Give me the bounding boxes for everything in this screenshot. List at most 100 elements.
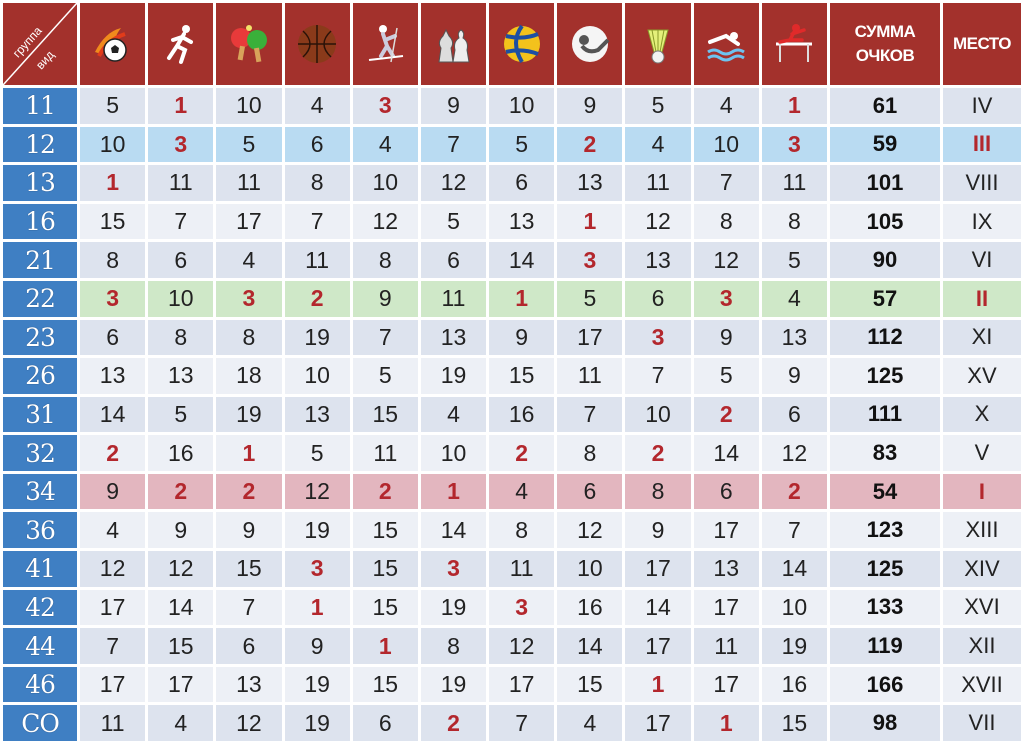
score-cell: 16 xyxy=(148,435,214,471)
corner-header: группа вид xyxy=(3,3,77,85)
sum-cell: 111 xyxy=(829,396,940,433)
score-cell: 19 xyxy=(284,319,350,356)
score-cell: 15 xyxy=(216,551,282,587)
score-cell: 19 xyxy=(420,358,487,394)
score-cell: 8 xyxy=(148,319,214,356)
score-cell: 9 xyxy=(216,512,282,549)
sum-cell: 98 xyxy=(829,705,940,741)
score-cell: 15 xyxy=(80,203,146,240)
score-cell: 6 xyxy=(216,628,282,664)
score-cell: 6 xyxy=(625,280,691,317)
hurdles-icon xyxy=(761,3,827,85)
score-cell: 2 xyxy=(148,473,214,510)
score-cell: 13 xyxy=(148,358,214,394)
place-cell: XVII xyxy=(942,666,1021,703)
score-cell: 7 xyxy=(284,203,350,240)
chess-icon xyxy=(420,3,487,85)
score-cell: 17 xyxy=(489,666,555,703)
place-cell: IX xyxy=(942,203,1021,240)
score-cell: 14 xyxy=(80,396,146,433)
score-cell: 15 xyxy=(352,589,418,626)
score-cell: 5 xyxy=(148,396,214,433)
group-label: 36 xyxy=(3,512,77,549)
score-cell: 19 xyxy=(420,666,487,703)
badminton-icon xyxy=(625,3,691,85)
score-cell: 13 xyxy=(625,242,691,278)
score-cell: 4 xyxy=(148,705,214,741)
score-cell: 13 xyxy=(557,165,623,201)
score-cell: 16 xyxy=(489,396,555,433)
running-icon xyxy=(148,3,214,85)
sum-cell: 83 xyxy=(829,435,940,471)
score-cell: 8 xyxy=(420,628,487,664)
sum-cell: 125 xyxy=(829,551,940,587)
score-cell: 9 xyxy=(693,319,759,356)
group-label: 26 xyxy=(3,358,77,394)
score-cell: 5 xyxy=(557,280,623,317)
score-cell: 3 xyxy=(216,280,282,317)
score-cell: 15 xyxy=(557,666,623,703)
score-cell: 19 xyxy=(284,705,350,741)
score-cell: 5 xyxy=(489,126,555,163)
group-label: 44 xyxy=(3,628,77,664)
table-tennis-icon xyxy=(216,3,282,85)
score-cell: 12 xyxy=(352,203,418,240)
score-cell: 3 xyxy=(148,126,214,163)
score-cell: 8 xyxy=(625,473,691,510)
score-cell: 7 xyxy=(148,203,214,240)
score-cell: 15 xyxy=(489,358,555,394)
score-cell: 1 xyxy=(625,666,691,703)
score-cell: 7 xyxy=(420,126,487,163)
sum-cell: 57 xyxy=(829,280,940,317)
place-cell: I xyxy=(942,473,1021,510)
place-cell: XIII xyxy=(942,512,1021,549)
score-cell: 17 xyxy=(693,589,759,626)
score-cell: 13 xyxy=(761,319,827,356)
score-cell: 2 xyxy=(761,473,827,510)
skiing-icon xyxy=(352,3,418,85)
sum-cell: 133 xyxy=(829,589,940,626)
sum-cell: 54 xyxy=(829,473,940,510)
place-cell: IV xyxy=(942,88,1021,124)
score-cell: 15 xyxy=(148,628,214,664)
score-cell: 3 xyxy=(352,88,418,124)
score-cell: 9 xyxy=(625,512,691,549)
group-label: 16 xyxy=(3,203,77,240)
score-cell: 19 xyxy=(761,628,827,664)
score-cell: 12 xyxy=(557,512,623,549)
score-cell: 11 xyxy=(489,551,555,587)
score-cell: 13 xyxy=(284,396,350,433)
score-cell: 17 xyxy=(80,589,146,626)
score-cell: 17 xyxy=(693,512,759,549)
score-cell: 2 xyxy=(80,435,146,471)
sum-cell: 125 xyxy=(829,358,940,394)
score-cell: 6 xyxy=(80,319,146,356)
score-cell: 1 xyxy=(557,203,623,240)
score-cell: 11 xyxy=(284,242,350,278)
score-cell: 12 xyxy=(625,203,691,240)
score-cell: 6 xyxy=(761,396,827,433)
score-cell: 12 xyxy=(761,435,827,471)
score-cell: 3 xyxy=(420,551,487,587)
score-cell: 7 xyxy=(693,165,759,201)
score-cell: 3 xyxy=(284,551,350,587)
place-cell: V xyxy=(942,435,1021,471)
score-cell: 4 xyxy=(625,126,691,163)
score-cell: 11 xyxy=(557,358,623,394)
score-cell: 4 xyxy=(761,280,827,317)
score-cell: 14 xyxy=(557,628,623,664)
score-cell: 7 xyxy=(489,705,555,741)
score-cell: 4 xyxy=(80,512,146,549)
score-cell: 7 xyxy=(761,512,827,549)
sum-cell: 90 xyxy=(829,242,940,278)
score-cell: 4 xyxy=(693,88,759,124)
score-cell: 13 xyxy=(693,551,759,587)
score-cell: 2 xyxy=(352,473,418,510)
place-cell: VI xyxy=(942,242,1021,278)
score-cell: 11 xyxy=(761,165,827,201)
score-cell: 17 xyxy=(625,551,691,587)
score-cell: 10 xyxy=(761,589,827,626)
group-label: 31 xyxy=(3,396,77,433)
score-cell: 8 xyxy=(489,512,555,549)
score-cell: 5 xyxy=(284,435,350,471)
